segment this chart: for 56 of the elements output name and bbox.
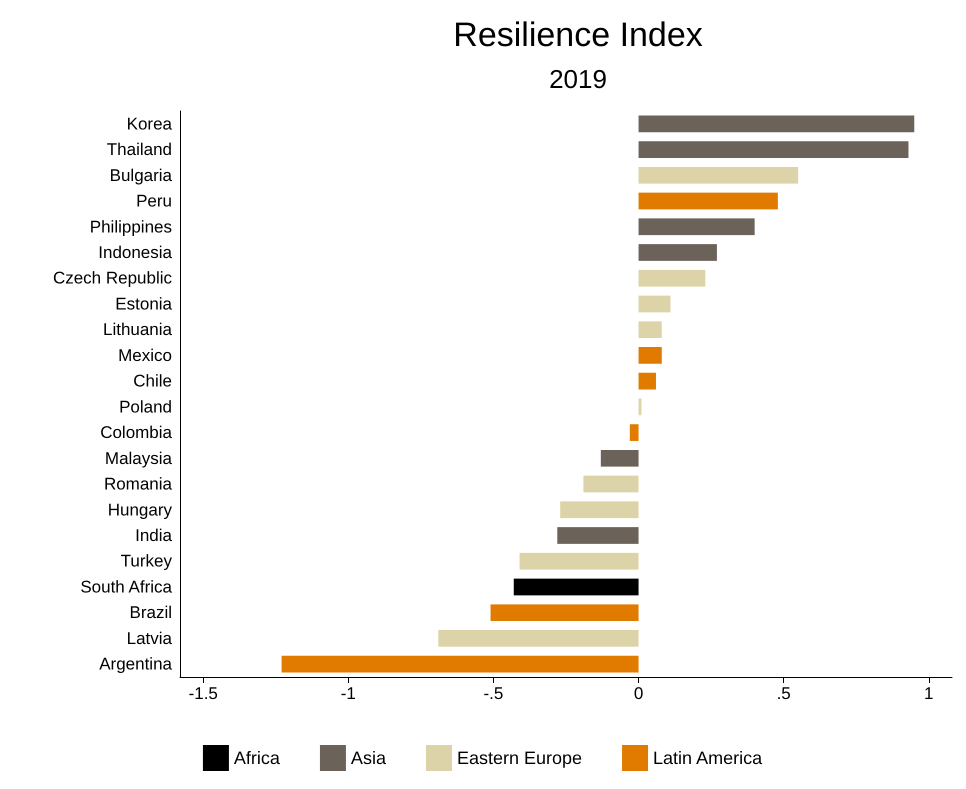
y-tick-label: South Africa [80,577,173,596]
legend-label: Eastern Europe [456,748,582,768]
bar [630,424,639,441]
x-tick-label: -.5 [484,684,504,703]
bar [638,192,778,210]
y-tick-label: Estonia [115,294,173,314]
y-tick-label: Chile [133,372,172,391]
legend-label: Africa [234,748,281,768]
bar [638,321,662,338]
y-tick-label: Argentina [99,654,173,674]
bar [638,166,798,184]
y-tick-label: Brazil [129,603,172,622]
y-tick-label: Korea [126,114,173,134]
x-tick-label: 1 [924,684,934,703]
chart-title: Resilience Index [453,16,703,54]
bar [583,476,639,492]
bar [638,218,755,236]
y-tick-label: Colombia [100,423,173,442]
y-tick-label: Turkey [120,552,172,571]
y-tick-label: Hungary [108,500,172,520]
bar [638,270,706,287]
bar [638,398,642,416]
bar [557,527,639,544]
y-tick-label: India [135,526,173,545]
x-tick-label: .5 [776,684,791,703]
y-tick-label: Lithuania [102,320,173,340]
y-tick-label: Bulgaria [110,166,173,185]
y-tick-label: Philippines [90,217,172,236]
y-tick-label: Peru [136,192,172,211]
legend-label: Latin America [653,748,764,768]
y-tick-label: Romania [104,474,173,494]
y-tick-label: Malaysia [104,448,173,468]
bar [638,116,914,132]
bar [438,630,639,647]
bar [514,578,639,596]
x-tick-label: 0 [634,684,644,703]
bar [282,656,639,672]
y-tick-label: Poland [119,397,172,416]
x-tick-label: -1 [340,684,356,703]
y-tick-label: Mexico [118,346,172,365]
legend-label: Asia [350,748,387,768]
bar [520,552,639,570]
bar [638,244,717,261]
bar [638,372,656,390]
bar [560,501,639,518]
bar [490,604,639,622]
y-tick-label: Czech Republic [52,268,172,288]
chart-subtitle: 2019 [549,64,607,94]
bar [638,141,908,158]
y-tick-label: Latvia [126,628,173,648]
bar [638,347,662,364]
x-tick-label: -1.5 [188,684,218,703]
bar [600,450,639,467]
y-tick-label: Thailand [106,140,172,160]
bar [638,296,670,312]
y-tick-label: Indonesia [98,243,173,262]
